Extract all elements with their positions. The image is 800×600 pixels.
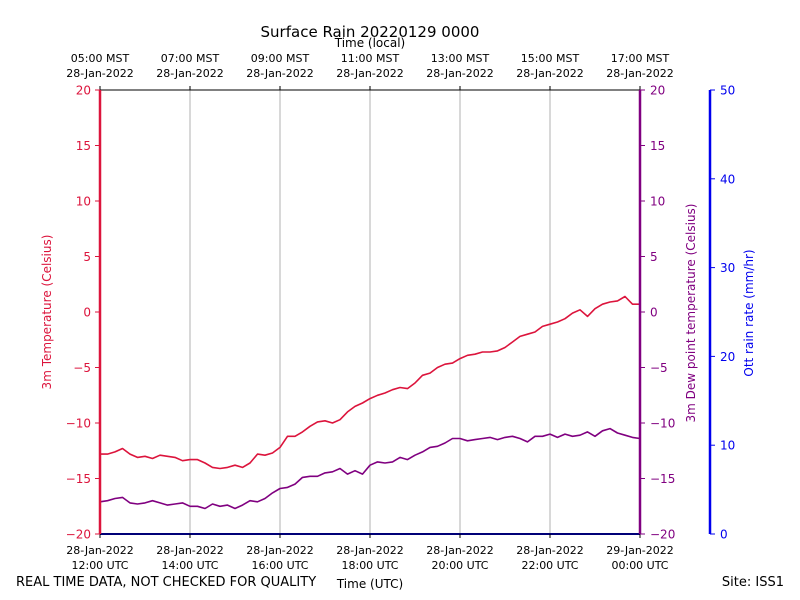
x-tick-label: 28-Jan-2022	[156, 544, 224, 557]
x-tick-label: 28-Jan-2022	[426, 544, 494, 557]
x-tick-label: 18:00 UTC	[341, 559, 398, 572]
top-x-tick-label: 28-Jan-2022	[156, 67, 224, 80]
left-y-tick-label: −15	[66, 472, 91, 486]
right-y-tick-label: 5	[650, 250, 658, 264]
left-y-axis-label: 3m Temperature (Celsius)	[40, 235, 54, 390]
right-y-tick-label: 15	[650, 139, 665, 153]
x-tick-label: 12:00 UTC	[71, 559, 128, 572]
x-tick-label: 29-Jan-2022	[606, 544, 674, 557]
x-tick-label: 22:00 UTC	[521, 559, 578, 572]
x-tick-label: 28-Jan-2022	[246, 544, 314, 557]
right-y-tick-label: 0	[650, 306, 658, 320]
top-x-tick-label: 09:00 MST	[251, 52, 310, 65]
top-x-axis-label: Time (local)	[334, 36, 406, 50]
quality-disclaimer: REAL TIME DATA, NOT CHECKED FOR QUALITY	[16, 575, 317, 590]
left-y-tick-label: 0	[83, 306, 91, 320]
site-label: Site: ISS1	[721, 575, 784, 590]
top-x-tick-label: 17:00 MST	[611, 52, 670, 65]
right-y-tick-label: −10	[650, 417, 675, 431]
x-axis-label: Time (UTC)	[336, 577, 403, 591]
series-line-0	[100, 295, 640, 470]
top-x-tick-label: 28-Jan-2022	[426, 67, 494, 80]
x-tick-label: 28-Jan-2022	[336, 544, 404, 557]
right-y-tick-label: −15	[650, 472, 675, 486]
series-line-1	[99, 427, 641, 510]
rain-y-tick-label: 20	[720, 350, 735, 364]
top-x-tick-label: 28-Jan-2022	[336, 67, 404, 80]
x-tick-label: 20:00 UTC	[431, 559, 488, 572]
top-x-tick-label: 07:00 MST	[161, 52, 220, 65]
x-tick-label: 14:00 UTC	[161, 559, 218, 572]
left-y-tick-label: −5	[73, 361, 91, 375]
top-x-tick-label: 15:00 MST	[521, 52, 580, 65]
axes	[95, 86, 715, 538]
x-tick-label: 28-Jan-2022	[516, 544, 584, 557]
tick-labels: 28-Jan-2022 12:00 UTC 05:00 MST 28-Jan-2022…	[40, 52, 756, 572]
left-y-tick-label: −10	[66, 417, 91, 431]
left-y-tick-label: 20	[76, 84, 91, 98]
x-tick-label: 00:00 UTC	[611, 559, 668, 572]
top-x-tick-label: 11:00 MST	[341, 52, 400, 65]
rain-y-tick-label: 50	[720, 84, 735, 98]
left-y-tick-label: −20	[66, 528, 91, 542]
top-x-tick-label: 13:00 MST	[431, 52, 490, 65]
left-y-tick-label: 5	[83, 250, 91, 264]
right-y-tick-label: −20	[650, 528, 675, 542]
right-y-tick-label: 20	[650, 84, 665, 98]
top-x-tick-label: 05:00 MST	[71, 52, 130, 65]
rain-y-tick-label: 30	[720, 261, 735, 275]
top-x-tick-label: 28-Jan-2022	[246, 67, 314, 80]
top-x-tick-label: 28-Jan-2022	[606, 67, 674, 80]
top-x-tick-label: 28-Jan-2022	[66, 67, 134, 80]
rain-y-axis-label: Ott rain rate (mm/hr)	[742, 249, 756, 376]
chart-title: Surface Rain 20220129 0000	[261, 23, 480, 41]
left-y-tick-label: 15	[76, 139, 91, 153]
rain-y-tick-label: 0	[720, 528, 728, 542]
x-tick-label: 16:00 UTC	[251, 559, 308, 572]
right-y-axis-label: 3m Dew point temperature (Celsius)	[684, 204, 698, 423]
left-y-tick-label: 10	[76, 195, 91, 209]
top-x-tick-label: 28-Jan-2022	[516, 67, 584, 80]
x-tick-label: 28-Jan-2022	[66, 544, 134, 557]
rain-y-tick-label: 40	[720, 172, 735, 186]
right-y-tick-label: 10	[650, 195, 665, 209]
rain-y-tick-label: 10	[720, 439, 735, 453]
right-y-tick-label: −5	[650, 361, 668, 375]
